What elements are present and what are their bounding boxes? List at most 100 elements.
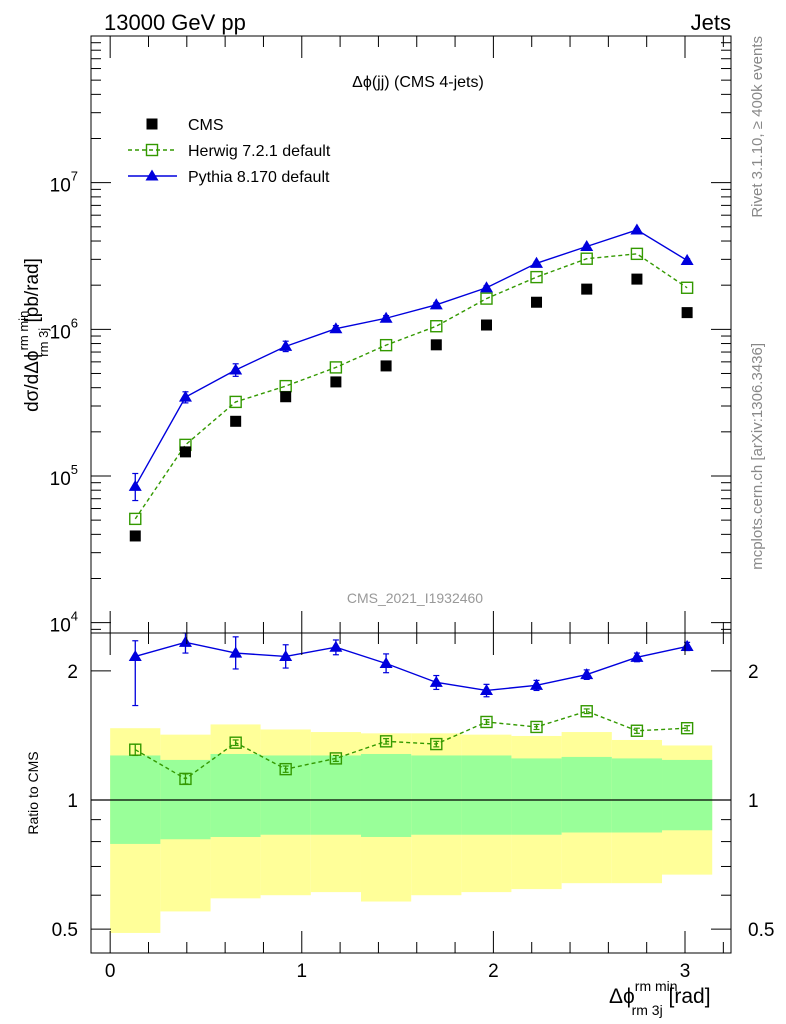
y-axis-label-sub: rm 3j <box>36 328 51 357</box>
y-tick-label-exp: 4 <box>71 609 78 624</box>
legend-item: Herwig 7.2.1 default <box>128 143 331 160</box>
legend-label: Herwig 7.2.1 default <box>188 143 331 160</box>
pythia-point <box>680 253 694 265</box>
uncertainty-band-green <box>210 753 261 837</box>
ratio-frame <box>90 632 732 954</box>
analysis-watermark: CMS_2021_I1932460 <box>347 590 483 606</box>
pythia-point <box>479 281 493 293</box>
rivet-info: Rivet 3.1.10, ≥ 400k events <box>749 36 766 218</box>
legend-marker <box>145 169 159 181</box>
pythia-point <box>279 339 293 351</box>
legend-item: Pythia 8.170 default <box>128 169 330 186</box>
herwig-point <box>630 247 644 261</box>
herwig-ratio-point <box>530 720 543 734</box>
x-axis-label-main: Δϕ <box>609 985 635 1008</box>
y-tick-label-base: 10 <box>50 469 71 490</box>
ratio-y-tick-label-right: 2 <box>748 662 759 683</box>
y-tick-label: 107 <box>50 169 78 197</box>
x-axis-label-unit: [rad] <box>669 985 711 1008</box>
herwig-ratio-series <box>129 705 694 786</box>
x-axis-label: Δϕrm min rm 3j [rad] <box>609 978 711 1018</box>
mcplots-info: mcplots.cern.ch [arXiv:1306.3436] <box>749 343 766 570</box>
legend-marker <box>146 118 158 130</box>
herwig-point <box>129 512 142 526</box>
ratio-y-tick-label-left: 0.5 <box>52 920 78 941</box>
cms-point <box>179 446 191 458</box>
y-axis-label-unit: [pb/rad] <box>22 258 43 322</box>
herwig-ratio-point <box>279 762 292 776</box>
ratio-panel: 0.5 0.5 1 1 2 2 0 1 2 3 Ratio to CMS Δϕrm min rm 3… <box>25 632 774 1018</box>
pythia-point <box>630 223 644 235</box>
herwig-ratio-point <box>680 721 694 735</box>
uncertainty-band-green <box>411 755 462 835</box>
herwig-ratio-point <box>229 736 242 749</box>
legend-label: CMS <box>188 117 224 134</box>
pythia-point <box>229 363 243 375</box>
y-tick-label-exp: 7 <box>71 169 78 184</box>
x-tick-label: 3 <box>680 961 691 982</box>
cms-point <box>380 360 392 372</box>
legend-marker <box>145 143 159 157</box>
x-axis-label-sup: rm min <box>635 978 678 994</box>
herwig-point <box>580 252 593 265</box>
herwig-point <box>530 270 543 284</box>
x-axis-label-sub: rm 3j <box>632 1002 663 1018</box>
herwig-point <box>329 361 343 374</box>
cms-point <box>280 391 292 403</box>
pythia-ratio-point <box>128 649 142 662</box>
uncertainty-band-green <box>511 758 562 835</box>
cms-point <box>531 296 543 308</box>
legend: CMS Herwig 7.2.1 default Pythia 8.170 defa… <box>128 117 331 186</box>
herwig-point <box>379 338 393 352</box>
legend-item: CMS <box>146 117 224 134</box>
x-tick-label: 0 <box>105 961 116 982</box>
cms-point <box>330 376 342 388</box>
pythia-ratio-point <box>680 639 694 651</box>
cms-point <box>681 307 693 319</box>
ratio-y-label: Ratio to CMS <box>25 751 41 834</box>
pythia-point <box>379 311 393 323</box>
pythia-ratio-point <box>580 668 594 680</box>
pythia-series <box>128 223 694 502</box>
y-tick-label-base: 10 <box>50 616 71 637</box>
pythia-ratio-line <box>135 641 688 692</box>
y-tick-label-base: 10 <box>50 176 71 197</box>
uncertainty-band-green <box>461 755 512 835</box>
y-tick-label-exp: 6 <box>71 315 78 330</box>
y-axis-label-sup: rm min <box>16 311 31 351</box>
energy-label: 13000 GeV pp <box>104 10 246 35</box>
herwig-ratio-point <box>129 743 142 756</box>
pythia-point <box>178 390 192 402</box>
uncertainty-band-green <box>310 755 361 835</box>
pythia-point <box>530 256 544 268</box>
herwig-ratio-point <box>179 772 192 786</box>
herwig-point <box>229 395 242 409</box>
jets-label: Jets <box>691 10 731 35</box>
pythia-line <box>134 229 688 487</box>
cms-point <box>230 415 242 427</box>
pythia-ratio-point <box>429 675 443 687</box>
y-tick-label: 105 <box>50 462 78 490</box>
pythia-ratio-point <box>479 683 493 696</box>
pythia-point <box>429 298 443 310</box>
y-axis-label-main: dσ/dΔϕ <box>22 350 43 411</box>
pythia-ratio-point <box>530 678 544 690</box>
ratio-y-tick-label-left: 1 <box>67 791 78 812</box>
cms-point <box>129 530 141 542</box>
y-tick-label-exp: 5 <box>71 462 78 477</box>
herwig-point <box>430 320 443 333</box>
pythia-point <box>128 479 142 491</box>
herwig-series <box>129 247 694 526</box>
herwig-ratio-point <box>430 737 443 751</box>
pythia-ratio-point <box>229 646 243 658</box>
herwig-ratio-line <box>134 710 688 780</box>
pythia-ratio-point <box>279 649 293 662</box>
pythia-ratio-series <box>128 632 694 707</box>
y-tick-label: 106 <box>50 315 78 343</box>
herwig-point <box>279 379 292 393</box>
pythia-point <box>329 322 343 334</box>
legend-label: Pythia 8.170 default <box>188 169 330 186</box>
y-tick-label-base: 10 <box>50 322 71 343</box>
